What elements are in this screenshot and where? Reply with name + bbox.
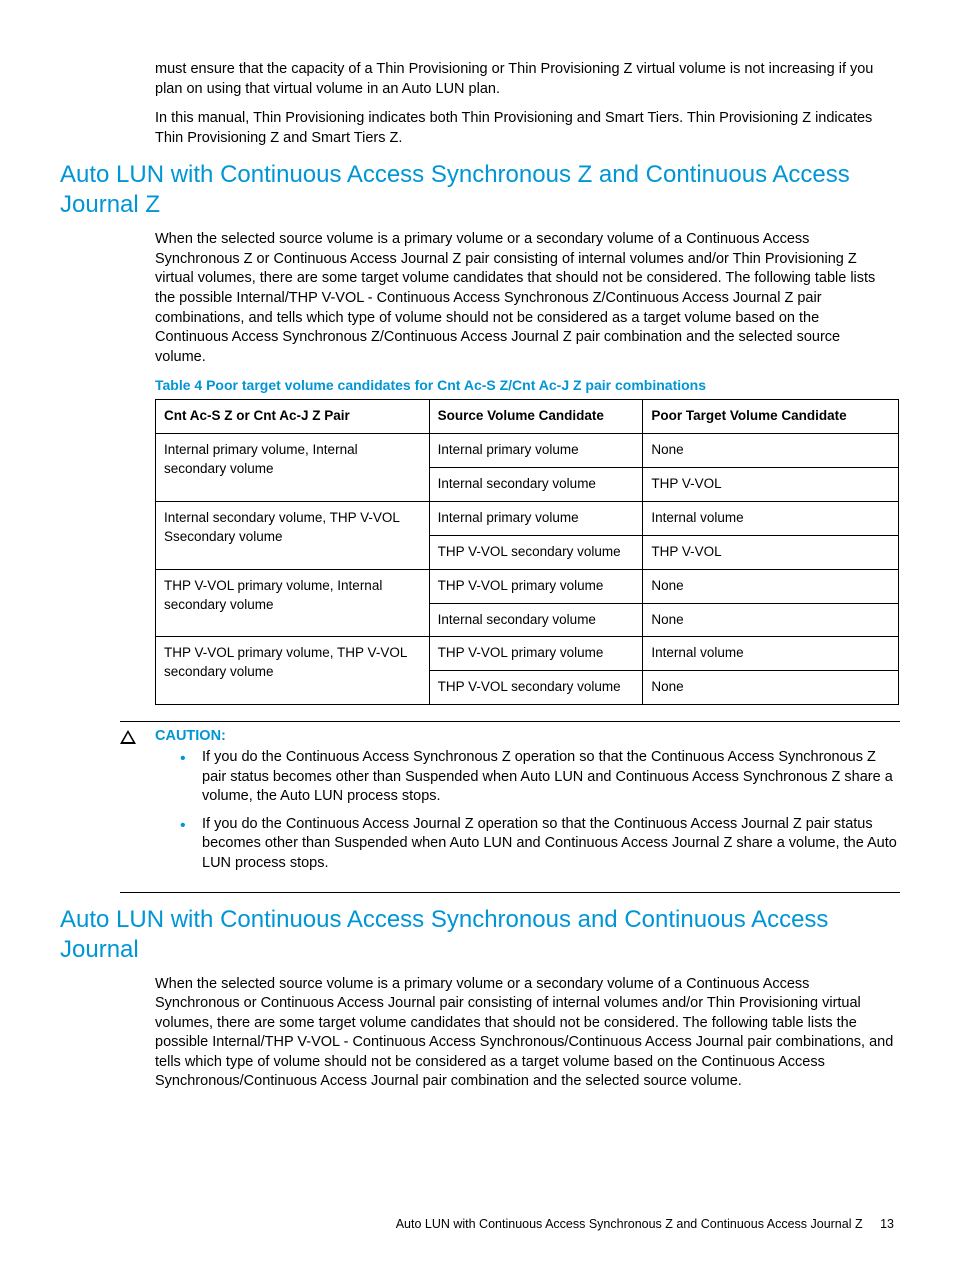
section2-body: When the selected source volume is a pri… (155, 975, 894, 1092)
table-cell-source: Internal secondary volume (429, 467, 643, 501)
table-cell-source: Internal secondary volume (429, 603, 643, 637)
section2-heading: Auto LUN with Continuous Access Synchron… (60, 905, 894, 965)
table-cell-target: Internal volume (643, 637, 899, 671)
intro-paragraph-2: In this manual, Thin Provisioning indica… (155, 109, 894, 148)
table-cell-target: THP V-VOL (643, 535, 899, 569)
table-cell-target: None (643, 603, 899, 637)
table-cell-source: THP V-VOL secondary volume (429, 535, 643, 569)
table-cell-pair: Internal secondary volume, THP V-VOL Sse… (156, 501, 430, 569)
table-cell-target: Internal volume (643, 501, 899, 535)
table-cell-target: THP V-VOL (643, 467, 899, 501)
table-cell-pair: THP V-VOL primary volume, Internal secon… (156, 569, 430, 637)
table-cell-source: THP V-VOL primary volume (429, 637, 643, 671)
table-cell-target: None (643, 671, 899, 705)
footer-page-number: 13 (880, 1217, 894, 1231)
caution-icon (120, 730, 136, 749)
table4-caption: Table 4 Poor target volume candidates fo… (155, 377, 894, 393)
caution-item: If you do the Continuous Access Synchron… (180, 748, 900, 807)
table-header-pair: Cnt Ac-S Z or Cnt Ac-J Z Pair (156, 400, 430, 434)
page-footer: Auto LUN with Continuous Access Synchron… (396, 1217, 894, 1231)
table-row: Internal primary volume, Internal second… (156, 434, 899, 468)
caution-list: If you do the Continuous Access Synchron… (180, 748, 900, 873)
table-cell-source: THP V-VOL primary volume (429, 569, 643, 603)
table-header-target: Poor Target Volume Candidate (643, 400, 899, 434)
caution-item: If you do the Continuous Access Journal … (180, 815, 900, 874)
table-row: Internal secondary volume, THP V-VOL Sse… (156, 501, 899, 535)
table-cell-pair: THP V-VOL primary volume, THP V-VOL seco… (156, 637, 430, 705)
intro-paragraph-1: must ensure that the capacity of a Thin … (155, 60, 894, 99)
caution-label: CAUTION: (155, 728, 900, 744)
table-cell-source: THP V-VOL secondary volume (429, 671, 643, 705)
table-cell-source: Internal primary volume (429, 501, 643, 535)
table-row: THP V-VOL primary volume, Internal secon… (156, 569, 899, 603)
table-cell-target: None (643, 434, 899, 468)
section1-body: When the selected source volume is a pri… (155, 230, 894, 367)
section1-heading: Auto LUN with Continuous Access Synchron… (60, 160, 894, 220)
footer-text: Auto LUN with Continuous Access Synchron… (396, 1217, 863, 1231)
table-cell-target: None (643, 569, 899, 603)
table-header-row: Cnt Ac-S Z or Cnt Ac-J Z Pair Source Vol… (156, 400, 899, 434)
caution-block: CAUTION: If you do the Continuous Access… (120, 721, 900, 892)
table-row: THP V-VOL primary volume, THP V-VOL seco… (156, 637, 899, 671)
table-cell-pair: Internal primary volume, Internal second… (156, 434, 430, 502)
table-header-source: Source Volume Candidate (429, 400, 643, 434)
table-cell-source: Internal primary volume (429, 434, 643, 468)
table4: Cnt Ac-S Z or Cnt Ac-J Z Pair Source Vol… (155, 399, 899, 705)
